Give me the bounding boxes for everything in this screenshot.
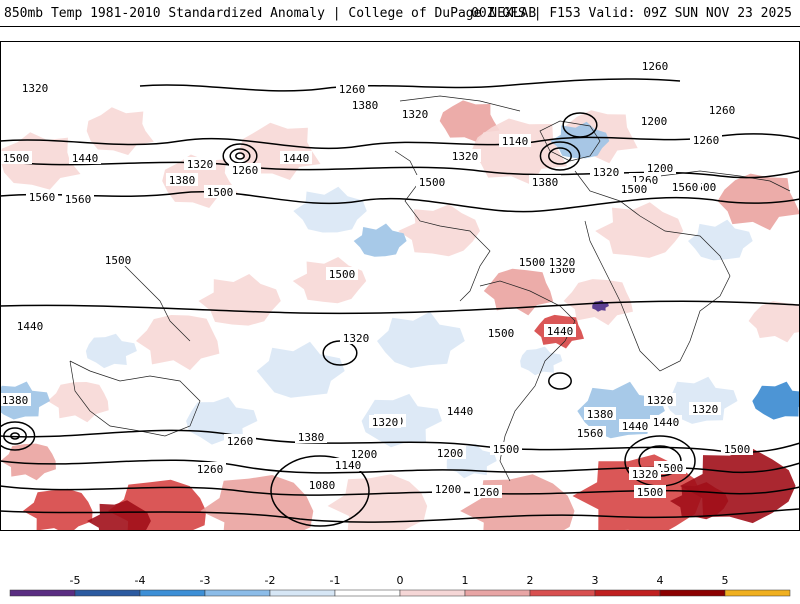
model-run-info: 00Z GFS | F153 Valid: 09Z SUN NOV 23 202… xyxy=(471,6,792,21)
contour-label: 1320 xyxy=(343,332,370,345)
contour-label: 1200 xyxy=(437,447,464,460)
contour-label: 1200 xyxy=(641,115,668,128)
colorbar-tick-label: 4 xyxy=(657,574,664,587)
colorbar-swatch xyxy=(595,590,660,596)
colorbar-swatch xyxy=(400,590,465,596)
colorbar-swatch xyxy=(725,590,790,596)
colorbar-tick-label: -2 xyxy=(265,574,276,587)
contour-label: 1380 xyxy=(352,99,379,112)
contour-label: 1440 xyxy=(72,152,99,165)
contour-label: 1560 xyxy=(65,193,92,206)
contour-label: 1260 xyxy=(232,164,259,177)
colorbar-swatch xyxy=(335,590,400,596)
colorbar-tick-label: -1 xyxy=(330,574,341,587)
contour-label: 1500 xyxy=(621,183,648,196)
contour-label: 1320 xyxy=(402,108,429,121)
contour-label: 1320 xyxy=(187,158,214,171)
contour-label: 1380 xyxy=(587,408,614,421)
contour-label: 1440 xyxy=(622,420,649,433)
contour-label: 1380 xyxy=(169,174,196,187)
colorbar-tick-label: -4 xyxy=(135,574,146,587)
contour-label: 1320 xyxy=(647,394,674,407)
contour-label: 1320 xyxy=(549,256,576,269)
colorbar-swatch xyxy=(270,590,335,596)
colorbar-tick-label: 3 xyxy=(592,574,599,587)
contour-label: 1500 xyxy=(519,256,546,269)
colorbar-swatch xyxy=(75,590,140,596)
contour-label: 1200 xyxy=(435,483,462,496)
colorbar-swatch xyxy=(660,590,725,596)
colorbar-swatch xyxy=(530,590,595,596)
title-divider xyxy=(0,26,800,27)
contour-label: 1440 xyxy=(17,320,44,333)
colorbar-tick-label: 0 xyxy=(397,574,404,587)
colorbar-swatch xyxy=(205,590,270,596)
contour-label: 1440 xyxy=(447,405,474,418)
contour-label: 1140 xyxy=(502,135,529,148)
contour-label: 1320 xyxy=(632,468,659,481)
contour-label: 1260 xyxy=(473,486,500,499)
contour-label: 1440 xyxy=(653,416,680,429)
contour-label: 1320 xyxy=(593,166,620,179)
contour-label: 1500 xyxy=(207,186,234,199)
map-title: 850mb Temp 1981-2010 Standardized Anomal… xyxy=(4,6,536,21)
contour-label: 1320 xyxy=(692,403,719,416)
colorbar-tick-label: 5 xyxy=(722,574,729,587)
contour-label: 1440 xyxy=(547,325,574,338)
contour-label: 1500 xyxy=(637,486,664,499)
contour-label: 1500 xyxy=(329,268,356,281)
colorbar-swatch xyxy=(140,590,205,596)
contour-label: 1500 xyxy=(419,176,446,189)
contour-label: 1260 xyxy=(709,104,736,117)
colorbar-tick-label: -3 xyxy=(200,574,211,587)
colorbar-tick-label: -5 xyxy=(70,574,81,587)
contour-label: 1560 xyxy=(672,181,699,194)
contour-label: 1260 xyxy=(197,463,224,476)
colorbar-graphic: -5 -4 -3 -2 -1 0 1 2 3 4 5 xyxy=(0,570,800,600)
contour-label: 1320 xyxy=(22,82,49,95)
contour-label: 1500 xyxy=(493,443,520,456)
contour-label: 1140 xyxy=(335,459,362,472)
contour-label: 1080 xyxy=(309,479,336,492)
contour-label: 1380 xyxy=(298,431,325,444)
colorbar-swatch xyxy=(10,590,75,596)
contour-label: 1380 xyxy=(2,394,29,407)
contour-label: 1260 xyxy=(642,60,669,73)
contour-label: 1260 xyxy=(339,83,366,96)
contour-label: 1500 xyxy=(724,443,751,456)
contour-label: 1380 xyxy=(532,176,559,189)
contour-label: 1440 xyxy=(283,152,310,165)
colorbar-tick-label: 1 xyxy=(462,574,469,587)
contour-label: 1260 xyxy=(693,134,720,147)
colorbar-swatch xyxy=(465,590,530,596)
contour-label: 1500 xyxy=(488,327,515,340)
contour-label: 1320 xyxy=(372,416,399,429)
contour-label: 1260 xyxy=(227,435,254,448)
contour-label: 1500 xyxy=(105,254,132,267)
contour-label: 1560 xyxy=(29,191,56,204)
colorbar-tick-label: 2 xyxy=(527,574,534,587)
contour-label: 1320 xyxy=(452,150,479,163)
anomaly-colorbar: -5 -4 -3 -2 -1 0 1 2 3 4 5 xyxy=(0,570,800,600)
contour-label: 1500 xyxy=(3,152,30,165)
contour-label: 1560 xyxy=(577,427,604,440)
